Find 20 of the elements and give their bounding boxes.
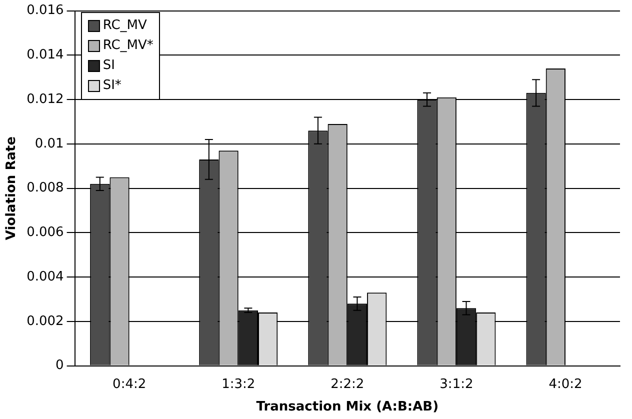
y-tick-label: 0	[56, 358, 64, 374]
legend-label: SI	[102, 58, 115, 74]
y-tick-label: 0.006	[26, 225, 64, 240]
x-axis-title: Transaction Mix (A:B:AB)	[256, 400, 439, 415]
y-tick-label: 0.008	[26, 180, 64, 196]
y-tick-label: 0.01	[34, 136, 64, 152]
x-tick-label: 0:4:2	[112, 376, 146, 392]
y-tick-label: 0.004	[26, 269, 64, 284]
y-tick-label: 0.016	[26, 3, 64, 18]
x-tick-label: 3:1:2	[440, 376, 474, 392]
y-tick-label: 0.014	[26, 48, 64, 63]
y-axis-title: Violation Rate	[4, 136, 20, 240]
x-tick-label: 1:3:2	[222, 376, 256, 392]
y-tick-label: 0.012	[26, 92, 64, 107]
legend-label: RC_MV	[102, 18, 147, 34]
x-tick-label: 2:2:2	[330, 376, 364, 392]
x-tick-label: 4:0:2	[548, 376, 582, 392]
legend-label: RC_MV*	[102, 38, 154, 54]
y-tick-label: 0.002	[26, 314, 64, 329]
legend-label: SI*	[102, 78, 122, 94]
